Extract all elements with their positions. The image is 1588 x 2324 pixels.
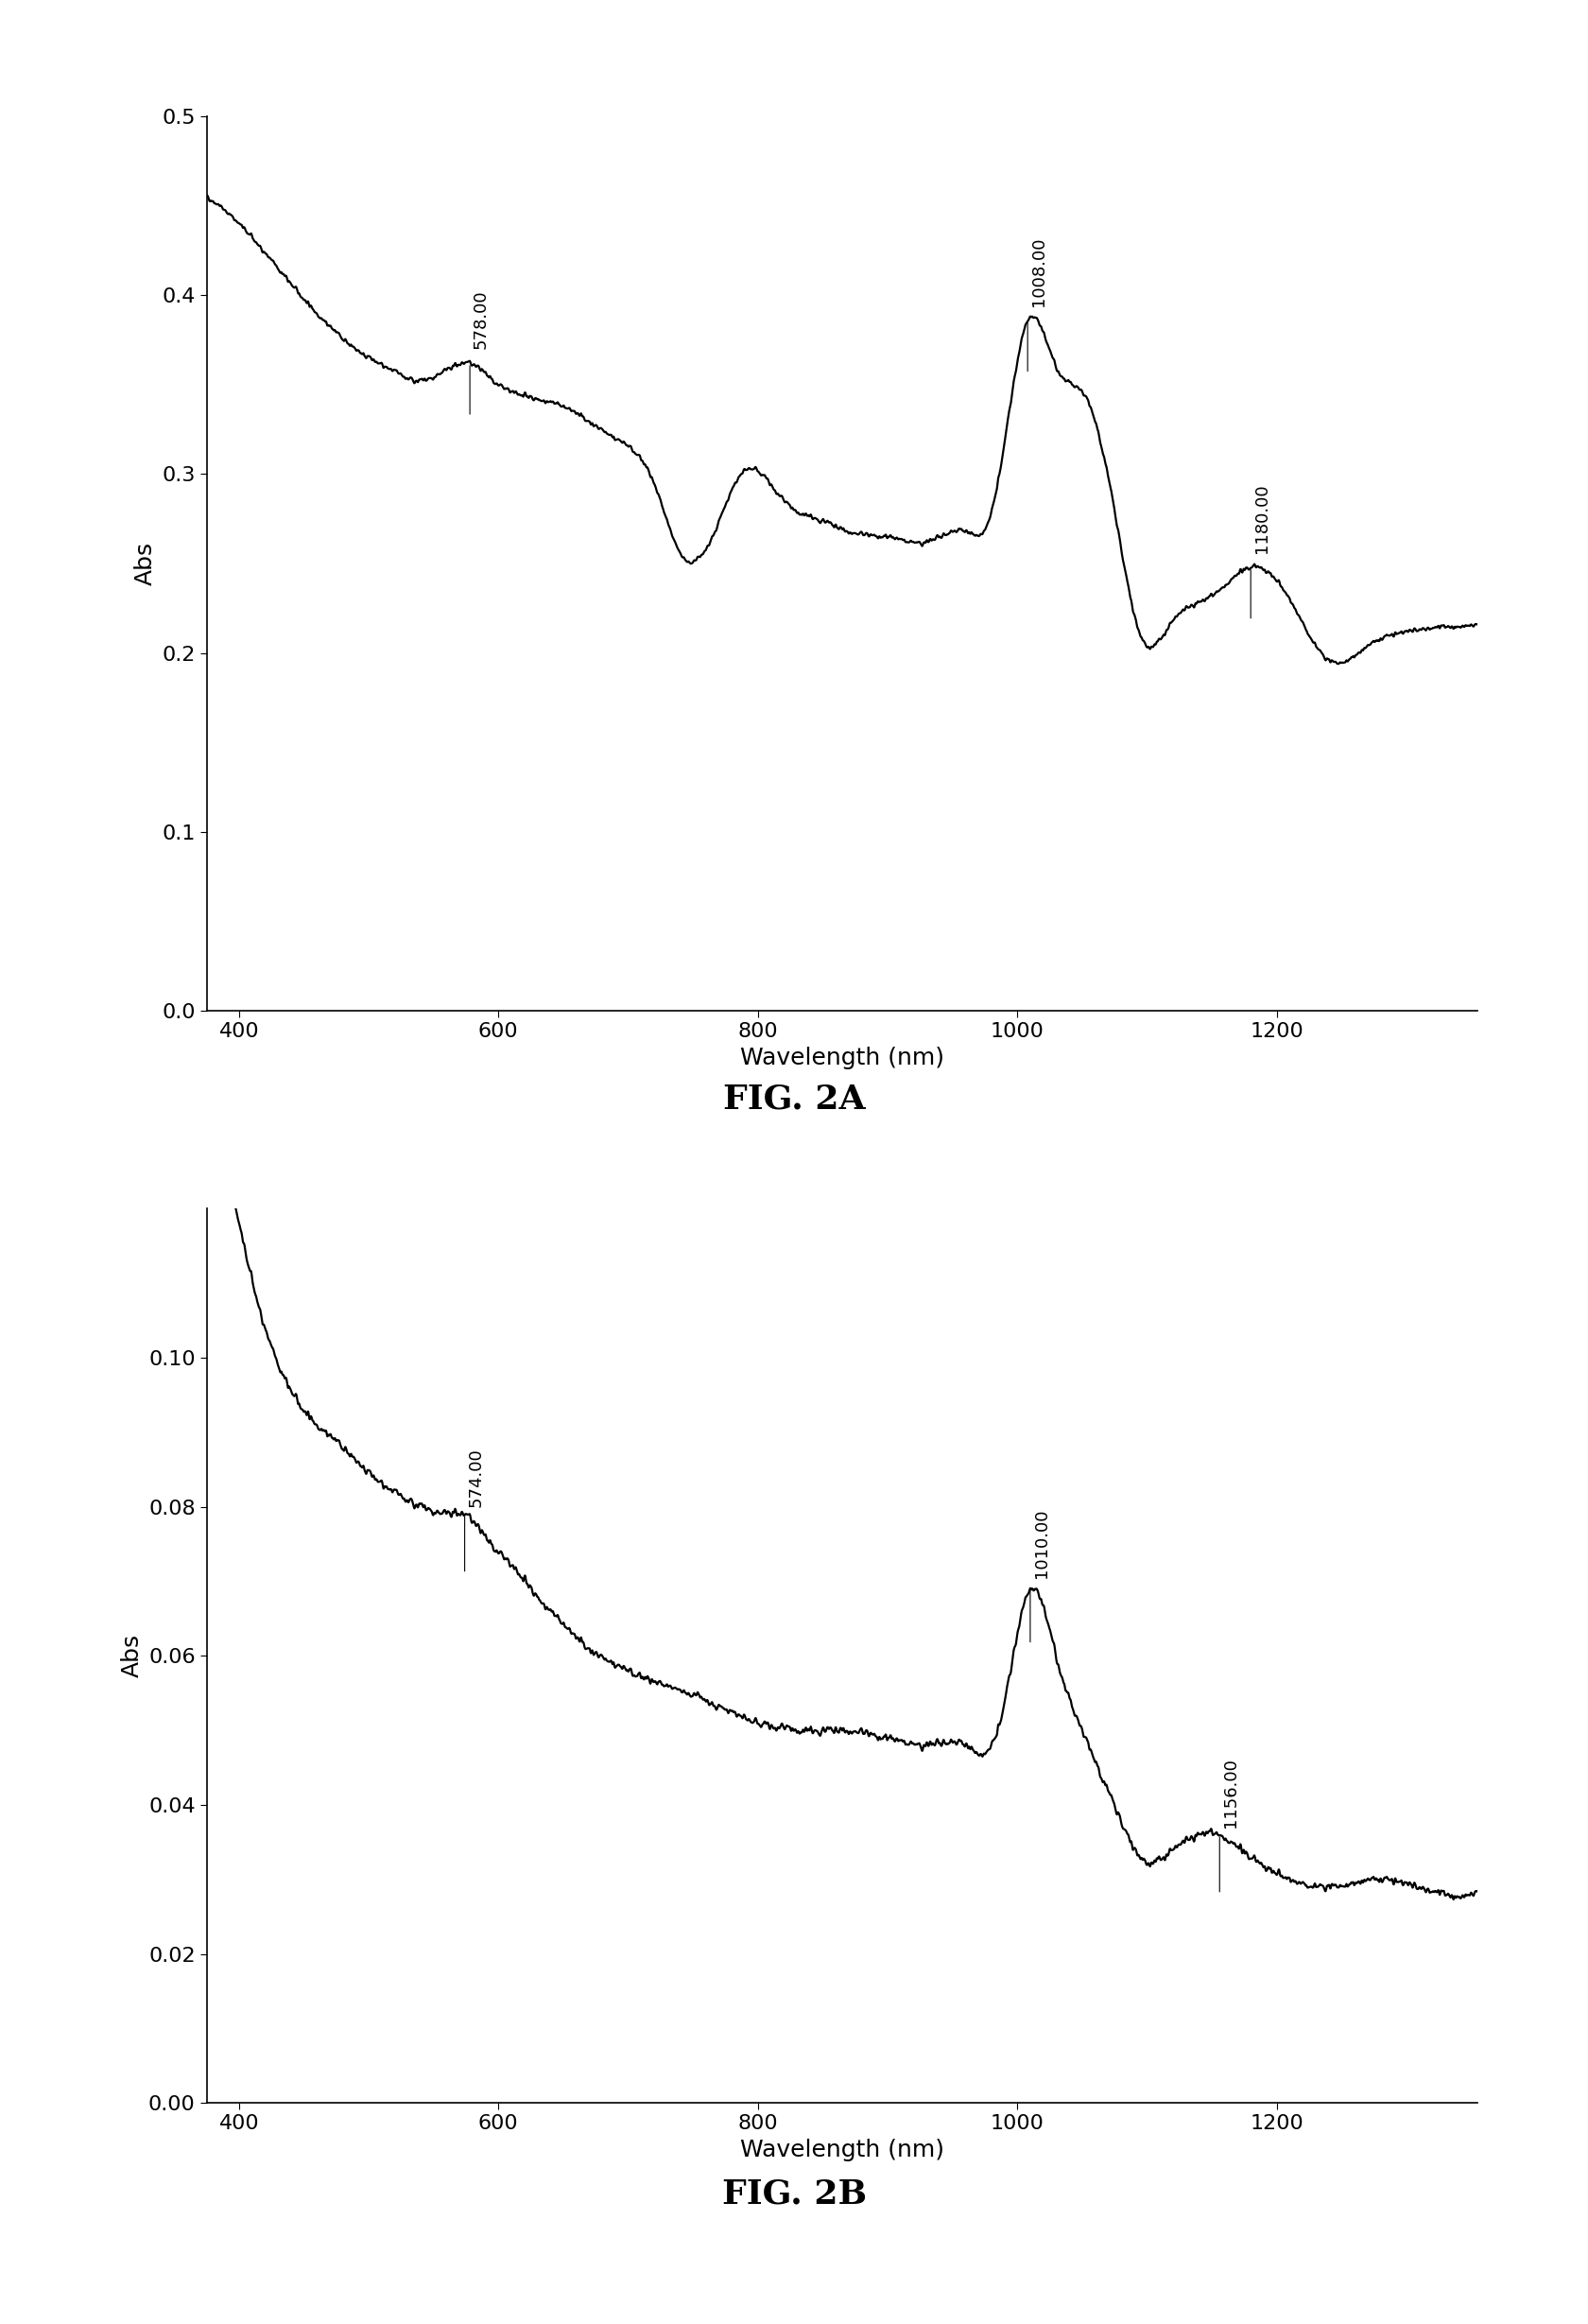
Text: FIG. 2B: FIG. 2B [721,2178,867,2210]
Y-axis label: Abs: Abs [121,1634,143,1678]
X-axis label: Wavelength (nm): Wavelength (nm) [740,2138,943,2161]
X-axis label: Wavelength (nm): Wavelength (nm) [740,1046,943,1069]
Text: 578.00: 578.00 [472,290,489,349]
Y-axis label: Abs: Abs [133,541,157,586]
Text: FIG. 2A: FIG. 2A [723,1083,865,1116]
Text: 1156.00: 1156.00 [1221,1757,1239,1827]
Text: 1180.00: 1180.00 [1253,483,1269,553]
Text: 574.00: 574.00 [467,1448,484,1506]
Text: 1010.00: 1010.00 [1032,1508,1050,1578]
Text: 1008.00: 1008.00 [1029,237,1046,307]
